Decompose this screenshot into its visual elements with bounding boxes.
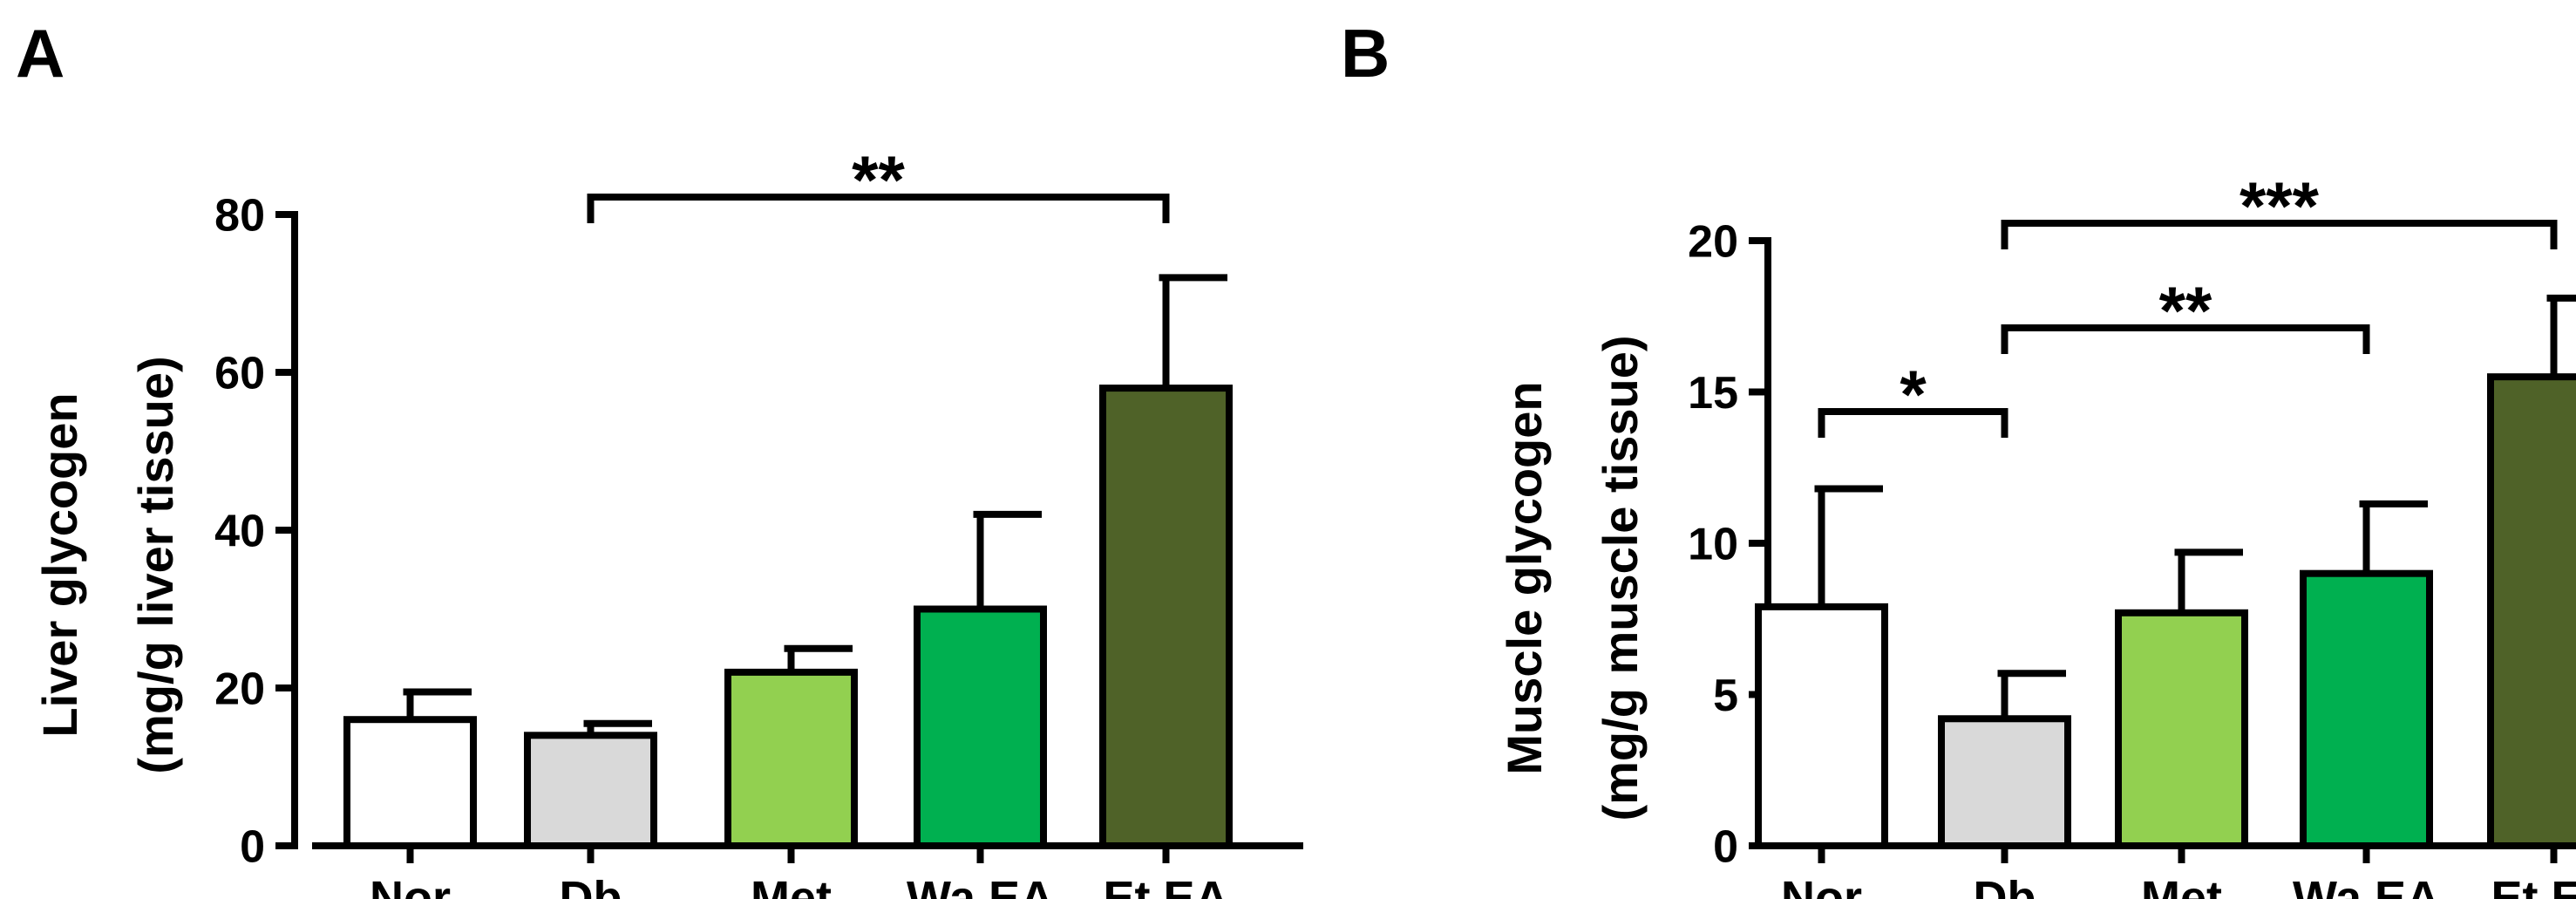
y-tick-label: 5 xyxy=(1713,671,1738,721)
y-tick-label: 60 xyxy=(214,349,265,399)
panel-label-b: B xyxy=(1341,15,1390,92)
bar-db xyxy=(1938,715,2071,850)
significance-bracket xyxy=(587,194,1170,223)
significance-bracket xyxy=(2001,220,2558,249)
x-tick-label: Et.EA xyxy=(2491,872,2576,899)
x-tick-label: Db xyxy=(560,872,622,899)
y-tick-label: 10 xyxy=(1688,520,1738,570)
y-axis-label-line2: (mg/g liver tissue) xyxy=(128,356,183,773)
x-tick-label: Met xyxy=(2141,872,2222,899)
bar-met xyxy=(724,668,858,850)
significance-label: * xyxy=(1900,356,1927,432)
bar-wa-ea xyxy=(914,605,1047,849)
y-tick-label: 40 xyxy=(214,507,265,557)
y-tick-label: 80 xyxy=(214,191,265,242)
y-axis-label-line1: Liver glycogen xyxy=(32,392,87,737)
significance-label: ** xyxy=(2159,272,2212,349)
bar-wa-ea xyxy=(2300,569,2433,849)
significance-label: ** xyxy=(852,141,905,218)
bar-nor xyxy=(343,716,477,850)
y-tick-label: 15 xyxy=(1688,368,1738,419)
y-tick-label: 20 xyxy=(214,664,265,715)
bar-db xyxy=(524,732,657,849)
bar-met xyxy=(2115,609,2248,849)
significance-bracket xyxy=(1818,408,2008,438)
y-tick-label: 0 xyxy=(240,822,265,873)
significance-label: *** xyxy=(2240,167,2320,244)
chart-b: B 0 5 10 15 20 Nor Db Met Wa.EA Et.EA Muscle glyco… xyxy=(1341,15,2576,899)
x-tick-label: Et.EA xyxy=(1103,872,1228,899)
y-axis-label-line1: Muscle glycogen xyxy=(1497,381,1552,774)
bar-et-ea xyxy=(2487,373,2576,849)
x-tick-label: Wa.EA xyxy=(2293,872,2440,899)
y-tick-label: 0 xyxy=(1713,822,1738,873)
y-axis-label-line2: (mg/g muscle tissue) xyxy=(1593,335,1648,821)
x-tick-label: Nor xyxy=(1781,872,1862,899)
y-tick-label: 20 xyxy=(1688,217,1738,268)
bar-et-ea xyxy=(1099,385,1233,850)
bar-nor xyxy=(1755,603,1888,849)
x-tick-label: Db xyxy=(1974,872,2036,899)
panel-label-a: A xyxy=(16,15,65,92)
x-tick-label: Met xyxy=(751,872,832,899)
significance-bracket xyxy=(2001,324,2370,354)
x-tick-label: Wa.EA xyxy=(907,872,1054,899)
chart-a: A 0 20 40 60 80 Nor Db Met Wa.EA Et.EA Liver glyco… xyxy=(16,15,1303,899)
x-tick-label: Nor xyxy=(370,872,451,899)
